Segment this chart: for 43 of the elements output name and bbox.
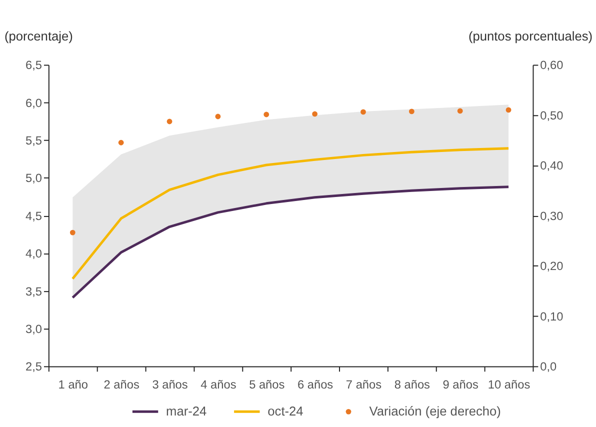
y-tick-label: 6,0 <box>26 96 42 110</box>
y2-tick-label: 0,10 <box>540 309 564 324</box>
x-tick-label: 6 años <box>297 377 334 392</box>
x-tick-label: 10 años <box>488 377 530 392</box>
y-tick-label: 6,5 <box>26 58 42 72</box>
y2-tick-label: 0,20 <box>540 259 564 274</box>
point <box>118 140 124 146</box>
y2-tick-label: 0,40 <box>540 158 564 173</box>
y2-tick-label: 0,30 <box>540 208 564 223</box>
line-series <box>71 147 510 280</box>
y-axis-title: (porcentaje) <box>4 28 73 44</box>
y2-tick-label: 0,60 <box>540 58 564 72</box>
x-tick-label: 7 años <box>346 377 382 392</box>
y-tick-label: 4,5 <box>26 208 42 223</box>
y2-tick-label: 0,50 <box>540 108 564 122</box>
y-tick-label: 4,0 <box>26 246 42 261</box>
y2-axis-title: (puntos porcentuales) <box>468 28 593 44</box>
y-tick-label: 2,5 <box>26 360 42 374</box>
x-tick-label: 2 años <box>104 377 140 392</box>
y-tick-label: 3,5 <box>26 284 42 298</box>
y-tick-label: 5,0 <box>26 171 42 186</box>
line-series <box>71 186 510 299</box>
y2-tick-label: 0,0 <box>540 360 558 374</box>
point <box>457 108 463 114</box>
point <box>215 114 221 120</box>
point <box>264 112 270 118</box>
x-tick-label: 8 años <box>394 377 430 392</box>
legend-label: oct-24 <box>268 404 304 419</box>
point <box>166 118 172 124</box>
point <box>506 107 512 113</box>
y-tick-label: 3,0 <box>26 322 42 336</box>
x-tick-label: 3 años <box>152 377 188 392</box>
point <box>70 230 76 236</box>
x-tick-label: 1 año <box>58 377 88 392</box>
x-tick-label: 9 años <box>442 377 478 392</box>
point <box>360 109 366 115</box>
point <box>312 111 318 117</box>
x-tick-label: 5 años <box>249 377 285 392</box>
x-tick-label: 4 años <box>200 377 236 392</box>
point <box>408 108 414 114</box>
legend-label: Variación (eje derecho) <box>369 404 501 419</box>
y-tick-label: 5,5 <box>26 134 42 148</box>
legend-label: mar-24 <box>166 404 207 419</box>
